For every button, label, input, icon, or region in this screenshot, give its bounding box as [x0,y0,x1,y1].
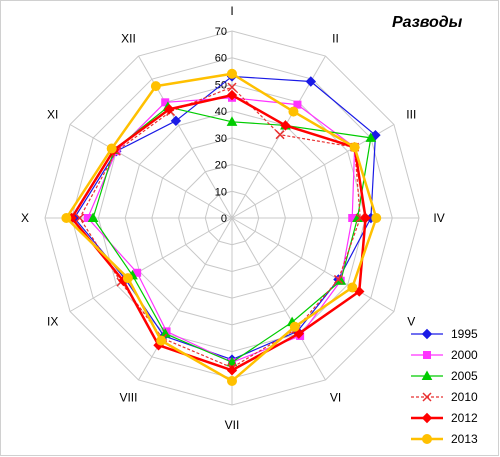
category-label: V [407,315,415,329]
data-point [275,130,285,140]
data-point [288,106,299,117]
data-point [227,68,237,79]
data-point [360,212,371,224]
data-point [75,213,85,223]
data-point [349,142,360,153]
data-point [156,335,167,346]
data-point [422,434,432,444]
legend-label: 2000 [451,348,478,362]
data-point [305,76,317,87]
legend-label: 2010 [451,390,478,404]
data-point [226,89,238,101]
data-point [289,321,300,332]
data-point [293,328,304,339]
legend-label: 2012 [451,411,478,425]
data-point [227,375,237,386]
legend: 1995 2000 2005 2010 2012 2013 [411,327,478,446]
grid-spoke [69,124,233,219]
category-label: II [332,32,339,46]
category-label: XI [47,107,58,121]
grid-spoke [138,217,233,381]
chart-title: Разводы [392,14,463,31]
data-point [355,213,365,223]
series-2013 [61,68,382,386]
data-point [293,100,302,109]
legend-item: 2013 [411,432,478,446]
legend-label: 1995 [451,327,478,341]
data-point [61,213,72,223]
data-point [421,328,433,340]
grid-spoke [231,217,395,312]
data-point [365,132,377,142]
category-label: III [406,107,416,121]
legend-item: 2012 [411,411,478,425]
data-point [150,81,161,92]
r-tick-label: 40 [215,106,227,118]
category-label: IV [433,211,444,225]
r-tick-label: 30 [215,133,227,145]
data-point [226,116,238,126]
data-point [423,351,431,359]
data-point [347,282,358,293]
data-point [159,328,171,338]
category-label: X [21,211,29,225]
r-tick-label: 0 [221,213,227,225]
data-point [371,213,382,223]
r-tick-label: 20 [215,160,227,172]
category-label: I [230,4,233,18]
series-line [79,86,361,369]
data-point [106,143,117,154]
r-tick-label: 60 [215,53,227,65]
grid-spoke [231,217,326,381]
legend-item: 1995 [411,327,478,341]
data-point [280,120,291,131]
r-tick-label: 10 [215,186,227,198]
data-point [164,104,175,115]
category-label: XII [121,32,136,46]
data-point [87,212,99,222]
data-point [170,115,182,127]
data-point [226,365,238,376]
category-label: VI [330,390,341,404]
legend-label: 2005 [451,369,478,383]
data-point [421,370,433,380]
data-point [421,412,433,424]
data-point [122,273,133,284]
grid-spoke [69,217,233,312]
category-label: VIII [119,390,137,404]
data-point [333,274,343,284]
category-label: VII [225,418,240,432]
data-point [227,82,237,92]
legend-item: 2005 [411,369,478,383]
legend-label: 2013 [451,432,478,446]
category-label: IX [47,315,58,329]
legend-item: 2000 [411,348,478,362]
r-tick-label: 70 [215,26,227,38]
data-point [422,392,432,402]
legend-item: 2010 [411,390,478,404]
data-point [161,98,170,107]
